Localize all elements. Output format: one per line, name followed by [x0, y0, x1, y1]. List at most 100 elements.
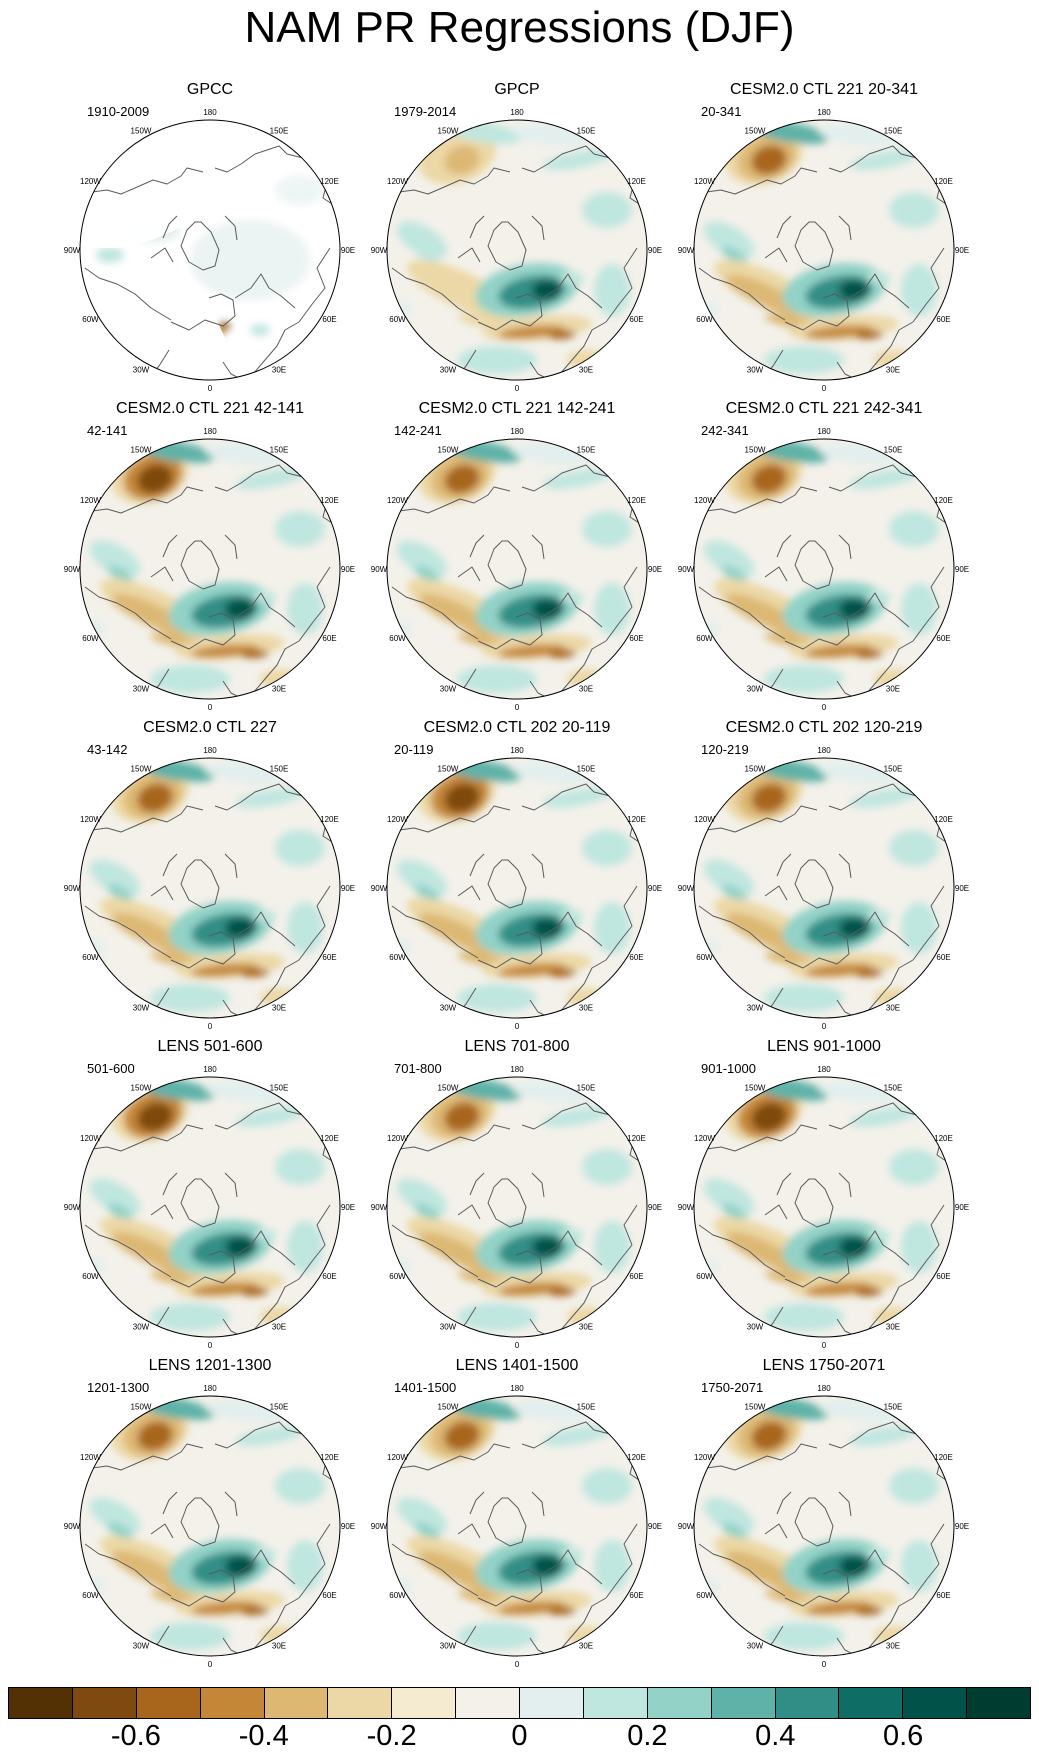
panel-title: CESM2.0 CTL 202 120-219 [725, 719, 923, 736]
longitude-label: 90W [64, 565, 81, 574]
longitude-label: 90W [371, 246, 388, 255]
longitude-label: 150W [745, 126, 766, 135]
longitude-label: 60W [82, 953, 99, 962]
longitude-label: 60E [936, 1272, 950, 1281]
longitude-label: 150W [438, 445, 459, 454]
panel-title: GPCP [494, 81, 540, 98]
polar-map: 180 150E 120E 90E 60E 30E 0 30W 60W 90W 120W 150W [64, 1384, 355, 1669]
panel-period: 1401-1500 [394, 1380, 457, 1395]
longitude-label: 150E [884, 126, 903, 135]
longitude-label: 60W [696, 953, 713, 962]
longitude-label: 60W [389, 1591, 406, 1600]
longitude-label: 180 [817, 427, 831, 436]
longitude-label: 150W [438, 1083, 459, 1092]
longitude-label: 30E [886, 1323, 900, 1332]
longitude-label: 90W [371, 565, 388, 574]
figure-title: NAM PR Regressions (DJF) [244, 3, 795, 52]
longitude-label: 60E [936, 634, 950, 643]
longitude-label: 120E [320, 177, 339, 186]
longitude-label: 150E [577, 764, 596, 773]
longitude-label: 0 [515, 1341, 520, 1350]
longitude-label: 150W [131, 1402, 152, 1411]
panel-period: 1750-2071 [701, 1380, 764, 1395]
longitude-label: 180 [203, 1065, 217, 1074]
longitude-label: 90E [955, 565, 969, 574]
colorbar-swatch [583, 1688, 648, 1718]
longitude-label: 0 [822, 384, 827, 393]
longitude-label: 150W [438, 1402, 459, 1411]
longitude-label: 30E [579, 1323, 593, 1332]
map-panel: CESM2.0 CTL 221 42-141 180 150E 120E 90E 60E 3… [55, 399, 365, 719]
longitude-label: 60W [696, 634, 713, 643]
longitude-label: 150E [270, 1083, 289, 1092]
longitude-label: 90W [678, 884, 695, 893]
coastlines [391, 464, 643, 699]
longitude-label: 120W [387, 1134, 408, 1143]
longitude-label: 180 [817, 1384, 831, 1393]
longitude-label: 90W [64, 1522, 81, 1531]
longitude-label: 60W [696, 1272, 713, 1281]
longitude-label: 60E [936, 1591, 950, 1600]
panel-period: 20-119 [394, 742, 434, 757]
longitude-label: 30E [886, 1642, 900, 1651]
longitude-label: 90E [648, 246, 662, 255]
longitude-label: 120W [387, 496, 408, 505]
longitude-label: 120E [627, 177, 646, 186]
panel-title: GPCC [186, 81, 234, 98]
longitude-label: 150E [884, 1402, 903, 1411]
longitude-label: 120E [320, 496, 339, 505]
panel-title: LENS 1401-1500 [455, 1357, 579, 1374]
longitude-label: 30E [579, 685, 593, 694]
longitude-label: 60E [629, 1272, 643, 1281]
panel-title: CESM2.0 CTL 227 [143, 719, 277, 736]
longitude-label: 90E [648, 565, 662, 574]
longitude-label: 30W [133, 366, 150, 375]
longitude-label: 30E [886, 366, 900, 375]
longitude-label: 90E [648, 1203, 662, 1212]
longitude-label: 150W [131, 445, 152, 454]
polar-map: 180 150E 120E 90E 60E 30E 0 30W 60W 90W 120W 150W [371, 1065, 662, 1350]
longitude-label: 120E [934, 1134, 953, 1143]
panel-period: 701-800 [394, 1061, 442, 1076]
coastlines [698, 1102, 950, 1337]
panel-title: CESM2.0 CTL 221 142-241 [418, 400, 616, 417]
map-panel: LENS 1201-1300 180 150E 120E 90E 60E 30E 0 30W 60… [55, 1356, 365, 1676]
longitude-label: 90E [341, 246, 355, 255]
longitude-label: 120W [387, 815, 408, 824]
longitude-label: 180 [817, 1065, 831, 1074]
longitude-label: 90W [371, 1203, 388, 1212]
longitude-label: 30E [272, 1642, 286, 1651]
longitude-label: 60W [389, 634, 406, 643]
longitude-label: 120W [80, 1453, 101, 1462]
longitude-label: 0 [208, 1341, 213, 1350]
longitude-label: 30E [272, 1004, 286, 1013]
polar-map: 180 150E 120E 90E 60E 30E 0 30W 60W 90W 120W 150W [678, 108, 969, 393]
polar-map: 180 150E 120E 90E 60E 30E 0 30W 60W 90W 120W 150W [678, 1384, 969, 1669]
colorbar-swatch [9, 1688, 73, 1718]
colorbar-tick-label: 0.6 [882, 1720, 924, 1752]
longitude-label: 120W [80, 177, 101, 186]
longitude-label: 180 [203, 1384, 217, 1393]
longitude-label: 60E [629, 953, 643, 962]
longitude-label: 120E [934, 815, 953, 824]
colorbar-tick-label: 0.2 [627, 1720, 668, 1752]
longitude-label: 120E [627, 496, 646, 505]
longitude-label: 150W [745, 764, 766, 773]
panel-title: LENS 1750-2071 [762, 1357, 886, 1374]
panel-period: 901-1000 [701, 1061, 756, 1076]
longitude-label: 150E [270, 764, 289, 773]
colorbar-swatch [328, 1688, 393, 1718]
panel-title: CESM2.0 CTL 202 20-119 [423, 719, 611, 736]
longitude-label: 120E [627, 1453, 646, 1462]
map-panel: GPCP 180 150E 120E 90E 60E 30E 0 30W 60W 90W 120W 15… [362, 80, 672, 400]
longitude-label: 30E [579, 1642, 593, 1651]
longitude-label: 30W [440, 1323, 457, 1332]
polar-map: 180 150E 120E 90E 60E 30E 0 30W 60W 90W 120W 150W [678, 746, 969, 1031]
longitude-label: 30W [133, 685, 150, 694]
longitude-label: 120W [694, 496, 715, 505]
longitude-label: 30W [440, 1004, 457, 1013]
longitude-label: 90W [64, 246, 81, 255]
longitude-label: 30W [440, 685, 457, 694]
map-panel: CESM2.0 CTL 227 180 150E 120E 90E 60E 30E 0 30W 6… [55, 718, 365, 1038]
longitude-label: 0 [822, 1022, 827, 1031]
